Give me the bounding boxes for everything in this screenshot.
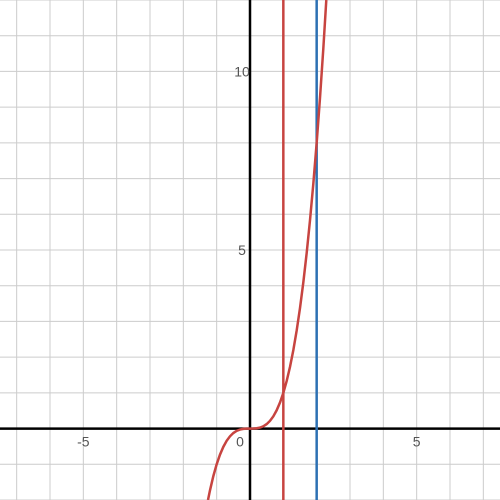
- tick-label: 5: [413, 434, 421, 450]
- tick-label: 10: [234, 63, 250, 79]
- chart-canvas: -5 0 5 5 10: [0, 0, 500, 500]
- tick-label: 5: [238, 242, 246, 258]
- tick-label: -5: [77, 434, 90, 450]
- graph-plot: -5 0 5 5 10: [0, 0, 500, 500]
- tick-label: 0: [236, 434, 244, 450]
